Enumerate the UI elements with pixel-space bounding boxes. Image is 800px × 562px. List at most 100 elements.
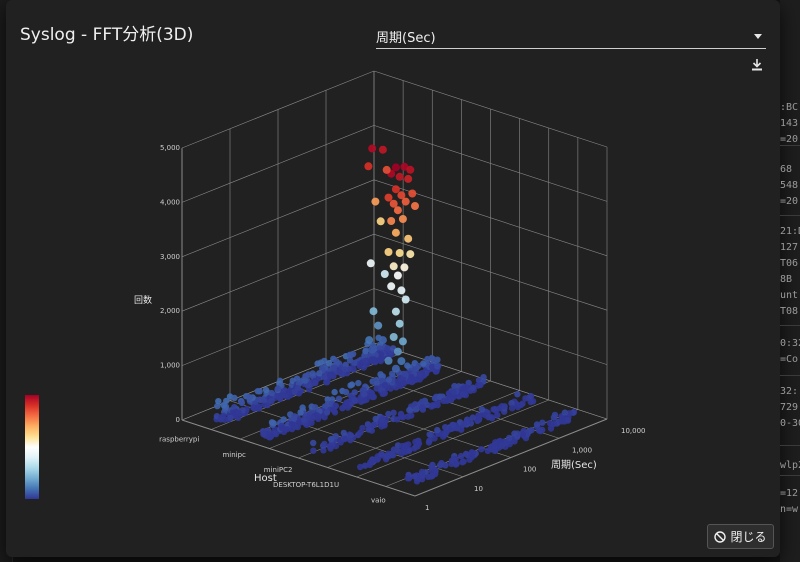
data-point — [297, 409, 304, 416]
data-point — [380, 270, 389, 278]
data-point — [215, 398, 222, 405]
data-point — [332, 433, 339, 440]
data-point — [408, 189, 417, 198]
data-point — [314, 360, 321, 367]
data-point — [519, 431, 526, 438]
data-point — [343, 399, 350, 406]
data-point — [235, 409, 242, 416]
data-point — [397, 357, 406, 366]
x-tick-label: vaio — [371, 496, 386, 504]
data-point — [418, 398, 426, 405]
data-point — [362, 357, 369, 364]
data-point — [442, 424, 449, 431]
data-point — [492, 439, 499, 446]
data-point — [387, 217, 396, 225]
data-point — [406, 165, 415, 174]
data-point — [438, 460, 445, 467]
data-point — [404, 413, 412, 420]
data-point — [496, 405, 503, 412]
data-point — [268, 419, 276, 426]
data-point — [254, 404, 262, 411]
data-point — [331, 388, 338, 396]
data-point — [357, 463, 364, 471]
x-axis-title: Host — [254, 473, 277, 484]
data-point — [391, 228, 400, 237]
data-point — [460, 458, 467, 465]
data-point — [429, 472, 436, 480]
data-point — [285, 389, 292, 396]
download-icon[interactable] — [750, 58, 764, 72]
background-log-text: 143 — [780, 118, 799, 129]
data-point — [330, 364, 337, 371]
data-point — [529, 398, 537, 405]
data-point — [357, 429, 364, 436]
background-log-text: unt — [780, 290, 799, 301]
data-point — [384, 356, 393, 365]
axis-select[interactable]: 周期(Sec) — [376, 24, 766, 49]
data-point — [452, 461, 460, 468]
close-button[interactable]: 閉じる — [707, 524, 774, 549]
data-point — [400, 380, 408, 387]
data-point — [320, 447, 327, 454]
data-point — [373, 380, 380, 387]
data-point — [391, 185, 400, 194]
data-point — [351, 397, 358, 404]
data-point — [274, 385, 281, 392]
data-point — [451, 382, 458, 390]
data-point — [404, 234, 413, 243]
data-point — [391, 364, 400, 373]
z-tick-label: 5,000 — [160, 144, 180, 152]
background-log-text: 32: — [780, 386, 799, 397]
data-point — [498, 442, 505, 449]
data-point — [434, 363, 441, 370]
data-point — [217, 416, 225, 423]
data-point — [291, 413, 298, 420]
data-point — [315, 415, 322, 422]
scatter3d-plot[interactable]: 0 1,000 2,000 3,000 4,000 5,000 1 10 100 1,000 10,… — [6, 0, 780, 557]
data-point — [279, 392, 286, 399]
data-point — [294, 423, 301, 431]
z-tick-label: 0 — [176, 416, 180, 424]
data-point — [365, 336, 374, 345]
data-point — [490, 406, 497, 413]
data-point — [351, 359, 358, 367]
data-point — [264, 430, 272, 438]
background-divider — [780, 475, 800, 476]
data-point — [406, 250, 415, 259]
data-point — [391, 163, 400, 172]
background-log-text: 0-30 — [780, 418, 800, 429]
y-tick-label: 1 — [425, 504, 429, 512]
z-axis-title: 回数 — [134, 294, 152, 306]
data-point — [405, 447, 413, 454]
data-point — [419, 472, 426, 479]
background-log-text: T08: — [780, 306, 800, 317]
data-point — [380, 390, 387, 397]
data-point — [332, 402, 339, 409]
data-point — [393, 416, 401, 423]
background-log-text: 68 — [780, 164, 793, 175]
data-point — [382, 165, 391, 174]
data-point — [397, 191, 406, 200]
y-tick-label: 10,000 — [621, 427, 646, 435]
data-point — [312, 404, 319, 411]
data-point — [339, 405, 346, 412]
data-point — [376, 217, 385, 226]
data-point — [361, 462, 369, 469]
x-tick-label: DESKTOP-T6L1D1U — [273, 481, 339, 489]
data-point — [514, 391, 521, 398]
data-point — [389, 333, 398, 341]
background-log-text: :BC — [780, 102, 799, 113]
background-log-text: =12 — [780, 488, 799, 499]
grid-line — [181, 125, 375, 203]
data-point — [366, 461, 373, 469]
data-point — [488, 446, 496, 453]
data-point — [395, 172, 404, 181]
data-point — [323, 409, 331, 416]
background-log-text: =20 — [780, 196, 799, 207]
data-point — [547, 425, 555, 432]
data-point — [299, 404, 306, 411]
data-point — [388, 370, 396, 378]
data-point — [374, 321, 383, 330]
data-point — [256, 396, 263, 403]
grid-line — [181, 179, 375, 258]
